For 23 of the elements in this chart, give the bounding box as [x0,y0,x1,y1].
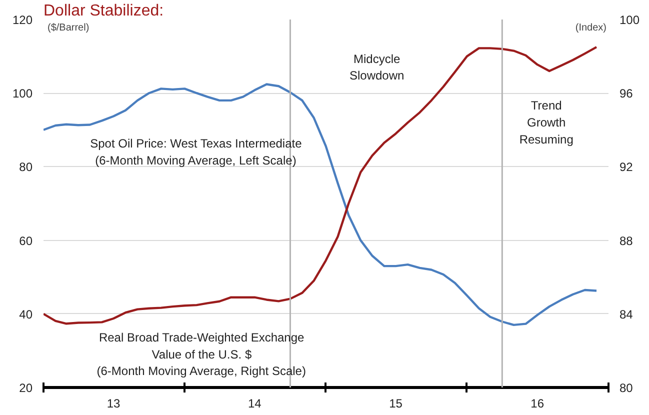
x-tick-label: 16 [530,396,544,410]
y2-tick-label: 92 [620,160,634,174]
y-tick-label: 60 [19,234,33,248]
x-tick-label: 15 [389,396,403,410]
x-tick-label: 14 [248,396,262,410]
y-tick-label: 80 [19,160,33,174]
y2-tick-label: 96 [620,86,634,101]
y2-tick-label: 88 [620,234,634,248]
y2-axis-title: (Index) [575,22,606,34]
y2-tick-label: 100 [620,13,640,27]
chart-title: Dollar Stabilized: [44,2,164,20]
annotation: Real Broad Trade-Weighted Exchange Value of the U.S. $ (6-Month Moving Average, Right Scale) [96,330,306,378]
annotation: Midcycle Slowdown [350,52,404,83]
y-tick-label: 20 [19,381,33,395]
annotation: Trend Growth Resuming [519,98,574,146]
y-tick-label: 40 [19,307,33,322]
y-tick-label: 100 [12,86,33,101]
y2-tick-label: 80 [620,381,634,395]
x-tick-label: 13 [106,396,120,410]
y-tick-label: 120 [12,13,33,27]
y-axis-title: ($/Barrel) [48,22,90,34]
annotation: Spot Oil Price: West Texas Intermediate (6-Month Moving Average, Left Scale) [90,136,302,168]
y2-tick-label: 84 [620,307,634,322]
